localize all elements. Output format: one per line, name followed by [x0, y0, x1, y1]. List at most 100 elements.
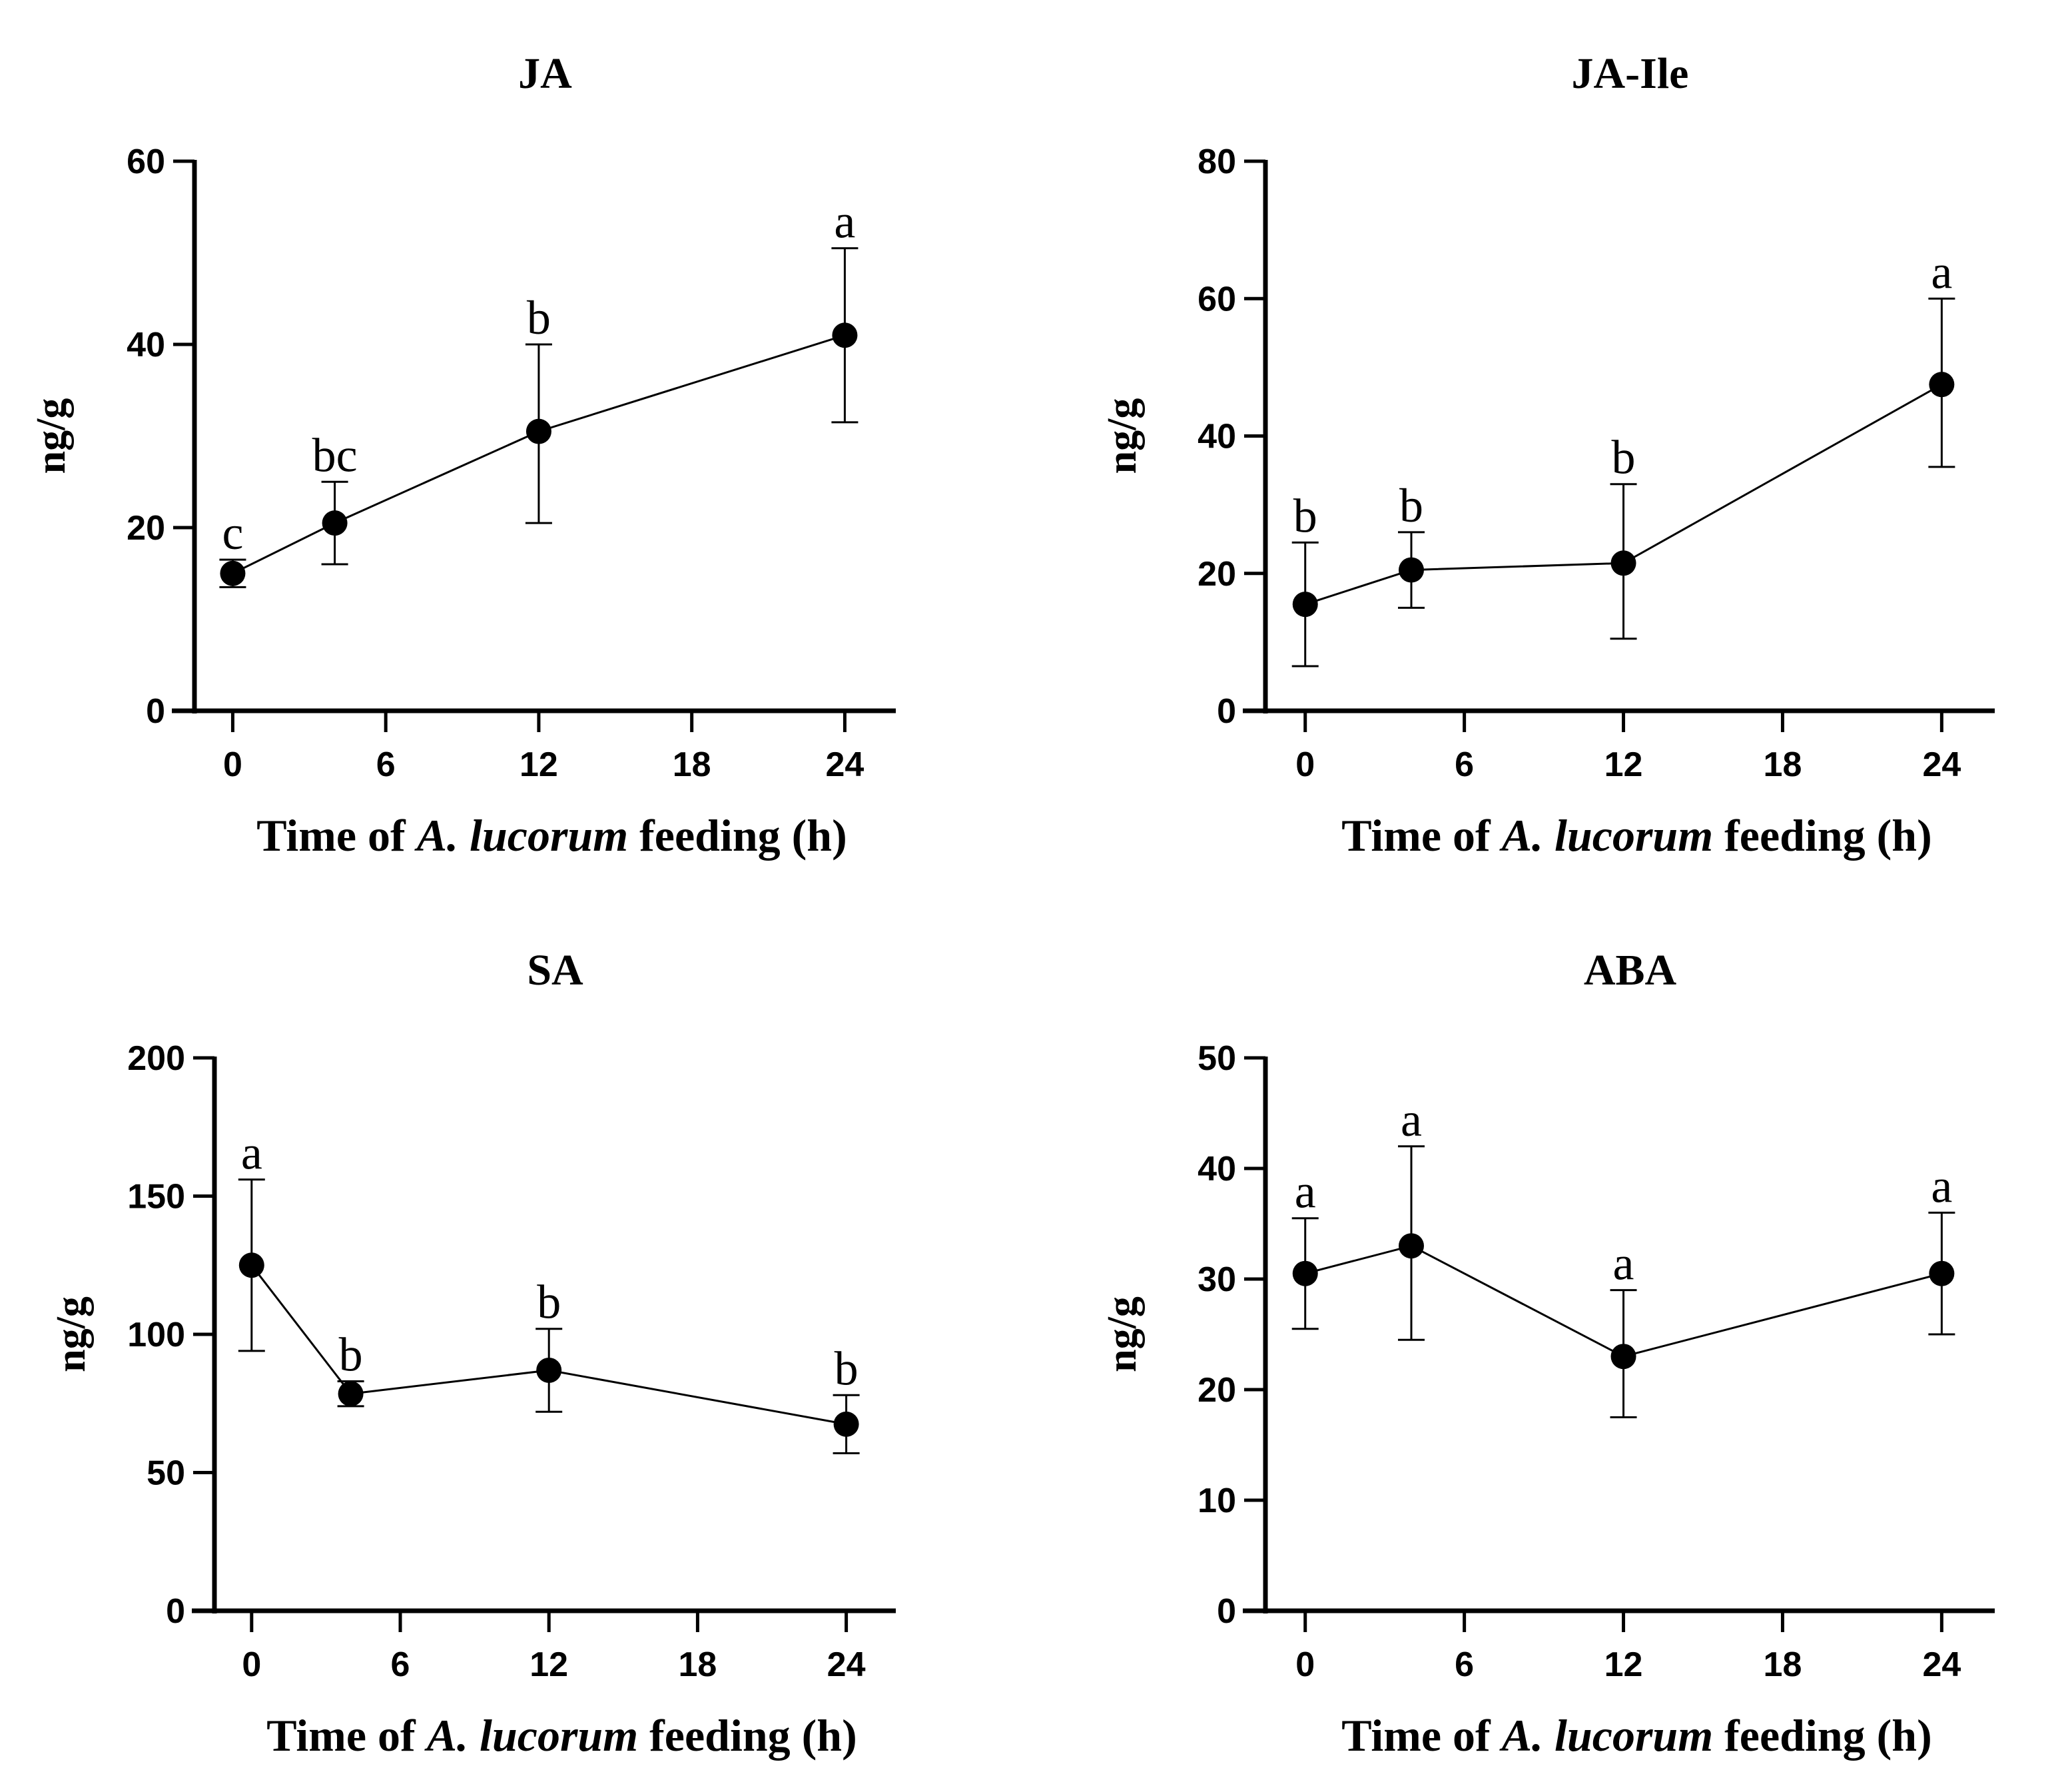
species-name: A. lucorum	[1499, 810, 1713, 861]
significance-label: a	[241, 1126, 262, 1180]
x-axis-title-part: feeding (h)	[638, 1710, 857, 1761]
y-tick-label: 60	[1198, 280, 1236, 318]
y-tick-label: 100	[127, 1316, 185, 1354]
x-tick-label: 12	[519, 745, 558, 784]
significance-label: a	[1401, 1093, 1422, 1146]
significance-label: b	[537, 1276, 561, 1329]
significance-label: b	[339, 1328, 363, 1382]
data-point	[322, 510, 348, 536]
chart-panel-3: ABA 0 10 20 30 40 50 0 6 12 18 24 Time of A. lucorum…	[1100, 946, 1995, 1761]
y-axis-title: ng/g	[1100, 398, 1145, 474]
x-tick-label: 0	[242, 1645, 261, 1684]
chart-panel-2: SA 0 50 100 150 200 0 6 12 18 24 Time of A. lucorum…	[49, 946, 896, 1761]
data-point	[1292, 592, 1318, 618]
y-tick-label: 50	[147, 1454, 185, 1493]
x-tick-label: 12	[1604, 745, 1643, 784]
x-tick-label: 12	[529, 1645, 568, 1684]
significance-label: a	[1613, 1237, 1634, 1290]
x-axis-title-part: Time of	[256, 810, 417, 861]
chart-title: ABA	[1584, 946, 1677, 995]
x-tick-label: 18	[1764, 1645, 1802, 1684]
chart-panel-0: JA 0 20 40 60 0 6 12 18 24 Time of A. lucorum feed…	[29, 49, 896, 861]
significance-label: bc	[312, 428, 358, 482]
y-tick-label: 20	[1198, 555, 1236, 594]
x-tick-label: 12	[1604, 1645, 1643, 1684]
x-tick-label: 24	[827, 1645, 866, 1684]
y-tick-label: 200	[127, 1039, 185, 1078]
species-name: A. lucorum	[424, 1710, 638, 1761]
chart-title: SA	[527, 946, 583, 995]
significance-label: b	[527, 291, 551, 344]
data-point	[1399, 557, 1424, 583]
series-line	[1305, 1244, 1942, 1358]
significance-label: c	[222, 506, 243, 560]
chart-title: JA	[518, 49, 572, 98]
significance-label: a	[1931, 245, 1952, 298]
data-point	[338, 1381, 364, 1407]
y-axis-title: ng/g	[29, 398, 74, 474]
y-tick-label: 30	[1198, 1260, 1236, 1299]
species-name: A. lucorum	[1499, 1710, 1713, 1761]
x-axis-title-part: Time of	[1341, 1710, 1502, 1761]
series-line	[1305, 383, 1943, 606]
x-axis-title: Time of A. lucorum feeding (h)	[1341, 1710, 1932, 1761]
y-tick-label: 0	[166, 1592, 185, 1631]
data-point	[536, 1357, 562, 1383]
x-tick-label: 0	[223, 745, 242, 784]
data-point	[833, 1411, 859, 1437]
series-line	[250, 1264, 847, 1426]
x-tick-label: 6	[391, 1645, 410, 1684]
x-tick-label: 24	[1922, 1645, 1961, 1684]
x-tick-label: 24	[825, 745, 864, 784]
y-tick-label: 0	[146, 692, 165, 731]
x-tick-label: 24	[1922, 745, 1961, 784]
y-tick-label: 60	[127, 143, 165, 181]
species-name: A. lucorum	[414, 810, 628, 861]
y-tick-label: 10	[1198, 1482, 1236, 1520]
x-axis-title-part: Time of	[1341, 810, 1502, 861]
x-axis-title-part: feeding (h)	[628, 810, 847, 861]
y-tick-label: 80	[1198, 143, 1236, 181]
data-point	[1929, 372, 1955, 398]
data-point	[1399, 1233, 1424, 1259]
x-tick-label: 18	[673, 745, 711, 784]
x-tick-label: 6	[1455, 1645, 1474, 1684]
y-tick-label: 0	[1217, 1592, 1236, 1631]
x-tick-label: 6	[1455, 745, 1474, 784]
y-tick-label: 0	[1217, 692, 1236, 731]
x-axis-title: Time of A. lucorum feeding (h)	[256, 810, 847, 861]
y-tick-label: 50	[1198, 1039, 1236, 1078]
significance-label: a	[834, 195, 855, 248]
data-point	[1929, 1260, 1955, 1286]
significance-label: b	[835, 1342, 859, 1395]
y-axis-title: ng/g	[1100, 1296, 1145, 1372]
significance-label: a	[1931, 1159, 1952, 1212]
y-axis-title: ng/g	[49, 1296, 94, 1372]
data-point	[1610, 1344, 1636, 1370]
significance-label: b	[1399, 479, 1423, 532]
x-tick-label: 18	[678, 1645, 717, 1684]
data-point	[1292, 1260, 1318, 1286]
chart-panel-1: JA-Ile 0 20 40 60 80 0 6 12 18 24 Time of A. lucoru…	[1100, 49, 1995, 861]
chart-title: JA-Ile	[1572, 49, 1689, 98]
y-tick-label: 20	[1198, 1371, 1236, 1410]
significance-label: a	[1295, 1165, 1316, 1218]
x-axis-title: Time of A. lucorum feeding (h)	[1341, 810, 1932, 861]
y-tick-label: 40	[127, 326, 165, 364]
x-tick-label: 0	[1295, 745, 1315, 784]
x-axis-title-part: feeding (h)	[1713, 1710, 1932, 1761]
y-tick-label: 40	[1198, 1150, 1236, 1188]
y-tick-label: 20	[127, 509, 165, 548]
series-line	[232, 334, 845, 575]
y-tick-label: 40	[1198, 418, 1236, 456]
data-point	[220, 560, 246, 586]
x-tick-label: 0	[1295, 1645, 1315, 1684]
y-tick-label: 150	[127, 1178, 185, 1216]
significance-label: b	[1612, 431, 1636, 484]
data-point	[1610, 550, 1636, 576]
data-point	[832, 322, 858, 348]
x-axis-title-part: feeding (h)	[1713, 810, 1932, 861]
data-point	[525, 418, 551, 444]
x-tick-label: 6	[376, 745, 396, 784]
